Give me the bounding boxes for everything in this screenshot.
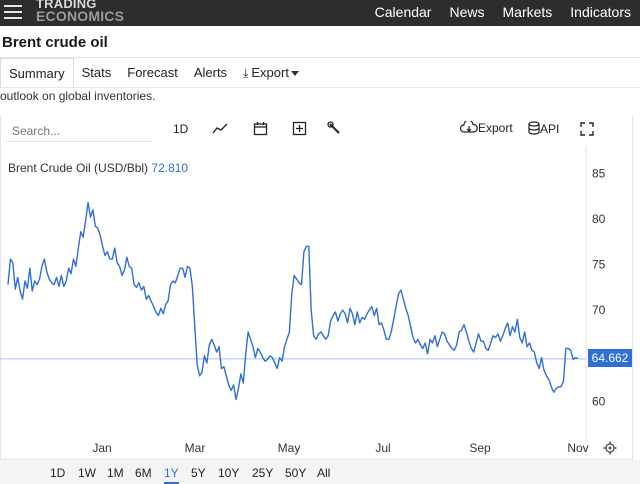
download-icon: ⤓ <box>243 66 249 80</box>
tab-summary[interactable]: Summary <box>0 58 74 87</box>
chart-legend: Brent Crude Oil (USD/Bbl) 72.810 <box>8 161 188 175</box>
top-navbar: TRADING ECONOMICS Calendar News Markets … <box>0 0 640 26</box>
api-button[interactable]: API <box>528 121 559 136</box>
add-series-icon[interactable] <box>292 121 307 136</box>
nav-markets[interactable]: Markets <box>502 4 553 20</box>
logo-line1: TRADING <box>36 0 97 11</box>
wrench-icon[interactable] <box>327 121 342 136</box>
range-1m[interactable]: 1M <box>107 466 124 480</box>
range-all[interactable]: All <box>317 466 331 480</box>
range-selector: 1D 1W 1M 6M 1Y 5Y 10Y 25Y 50Y All <box>0 460 640 484</box>
range-1d[interactable]: 1D <box>50 466 66 480</box>
nav-news[interactable]: News <box>449 4 485 20</box>
line-chart-icon[interactable] <box>212 122 228 136</box>
fullscreen-icon[interactable] <box>580 122 594 136</box>
tab-stats[interactable]: Stats <box>81 65 112 80</box>
x-tick-label: Jul <box>375 441 390 455</box>
search-input[interactable] <box>6 120 152 142</box>
tab-export-label: Export <box>251 65 289 80</box>
tab-export[interactable]: ⤓ Export <box>235 58 307 87</box>
range-6m[interactable]: 6M <box>135 466 152 480</box>
range-10y[interactable]: 10Y <box>218 466 240 480</box>
y-tick-label: 75 <box>592 258 606 272</box>
settings-gear-icon[interactable] <box>603 441 617 455</box>
interval-button[interactable]: 1D <box>173 122 189 136</box>
logo-line2: ECONOMICS <box>36 8 125 24</box>
last-price-tag: 64.662 <box>588 349 632 367</box>
range-5y[interactable]: 5Y <box>191 466 206 480</box>
site-logo[interactable]: TRADING ECONOMICS <box>36 0 125 24</box>
y-tick-label: 85 <box>592 166 606 180</box>
y-tick-label: 60 <box>592 394 606 408</box>
nav-calendar[interactable]: Calendar <box>374 4 432 20</box>
tab-forecast[interactable]: Forecast <box>127 65 178 80</box>
export-button[interactable]: Export <box>459 119 513 135</box>
range-50y[interactable]: 50Y <box>285 466 307 480</box>
series-line <box>7 201 579 401</box>
api-label: API <box>540 122 560 136</box>
x-tick-label: Jan <box>92 441 111 455</box>
range-1y[interactable]: 1Y <box>164 466 179 484</box>
caret-down-icon <box>290 71 299 77</box>
y-tick-label: 80 <box>592 212 606 226</box>
y-tick-label: 70 <box>592 303 606 317</box>
calendar-icon[interactable] <box>253 121 268 136</box>
x-tick-label: Sep <box>469 441 491 455</box>
title-row: Brent crude oil <box>0 28 640 58</box>
chart-toolbar: 1D Export API <box>0 116 633 146</box>
cloud-download-icon <box>459 119 478 133</box>
tab-bar: Summary Stats Forecast Alerts ⤓ Export <box>0 58 640 88</box>
range-25y[interactable]: 25Y <box>252 466 274 480</box>
tab-alerts[interactable]: Alerts <box>193 65 228 80</box>
x-tick-label: May <box>278 441 301 455</box>
export-label: Export <box>478 121 513 135</box>
database-icon <box>528 121 540 135</box>
chart-container <box>0 115 633 460</box>
hamburger-menu-icon[interactable] <box>4 3 22 21</box>
summary-snippet: outlook on global inventories. <box>0 89 156 103</box>
legend-series-name: Brent Crude Oil (USD/Bbl) <box>8 161 149 175</box>
nav-indicators[interactable]: Indicators <box>570 4 631 20</box>
x-tick-label: Mar <box>185 441 206 455</box>
page-title: Brent crude oil <box>2 34 108 51</box>
x-tick-label: Nov <box>567 441 588 455</box>
legend-series-value: 72.810 <box>151 161 189 175</box>
range-1w[interactable]: 1W <box>78 466 96 480</box>
main-nav: Calendar News Markets Indicators <box>366 0 640 26</box>
